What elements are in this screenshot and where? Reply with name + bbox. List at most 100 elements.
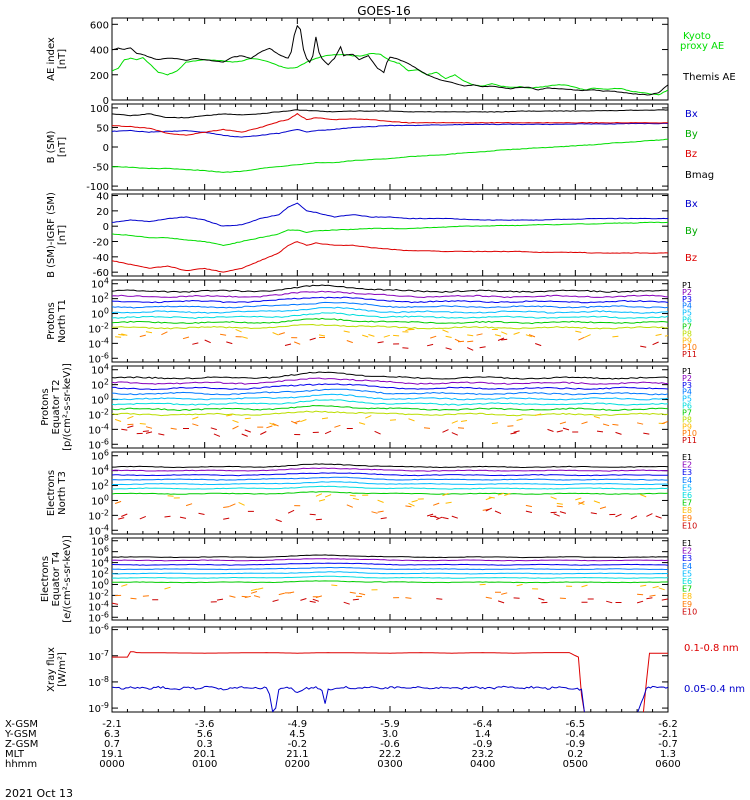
tick-base: 10	[91, 396, 104, 407]
tick-base: 10	[91, 280, 104, 291]
row-label: Y-GSM	[4, 729, 37, 740]
channel-line	[112, 296, 668, 304]
series-line	[112, 53, 668, 96]
y-axis-label: [nT]	[57, 49, 68, 69]
channel-line	[118, 507, 668, 523]
tick-base: 10	[91, 548, 104, 559]
y-tick-label: 0	[103, 222, 109, 233]
tick-exp: -9	[101, 701, 109, 710]
row-value: -2.1	[102, 719, 122, 730]
y-tick-label: 40	[96, 192, 109, 203]
tick-exp: -4	[101, 599, 109, 608]
legend-label: Bx	[685, 199, 698, 210]
series-line	[112, 241, 668, 273]
row-value: 1.4	[475, 729, 491, 740]
channel-line	[167, 492, 647, 507]
legend-label: By	[685, 226, 698, 237]
channel-label: P11	[682, 436, 697, 445]
y-tick-label: 102	[91, 479, 109, 493]
row-value: -2.1	[658, 729, 678, 740]
y-tick-label: 100	[91, 493, 109, 507]
y-axis-label: [W/m²]	[57, 652, 68, 687]
channel-line	[112, 476, 668, 481]
y-tick-label: 0	[103, 96, 109, 107]
y-axis-label: [nT]	[57, 225, 68, 245]
channel-line	[112, 463, 668, 469]
tick-exp: -6	[101, 351, 109, 360]
plot-title: GOES-16	[357, 4, 411, 18]
y-tick-label: 400	[90, 46, 109, 57]
channel-label: P5	[682, 309, 692, 318]
data-e_north	[112, 463, 668, 523]
channel-label: E10	[682, 521, 697, 530]
y-tick-label: 100	[91, 577, 109, 591]
series-line	[112, 138, 668, 173]
tick-base: 10	[91, 310, 104, 321]
y-tick-label: 20	[96, 207, 109, 218]
row-value: -0.2	[288, 739, 308, 750]
channel-label: E5	[682, 569, 692, 578]
row-value: -0.7	[658, 739, 678, 750]
tick-exp: -6	[101, 610, 109, 619]
tick-base: 10	[88, 602, 101, 613]
data-ae	[112, 24, 668, 96]
y-axis-label: North T1	[57, 299, 68, 343]
tick-exp: 0	[104, 307, 109, 316]
channel-line	[127, 420, 668, 430]
channel-label: E2	[682, 461, 692, 470]
tick-exp: 2	[104, 292, 109, 301]
tick-exp: 2	[104, 567, 109, 576]
channel-label: P10	[682, 429, 697, 438]
tick-exp: -4	[101, 523, 109, 532]
tick-base: 10	[91, 570, 104, 581]
y-tick-label: 104	[91, 277, 109, 291]
y-axis-label: B (SM)	[46, 130, 57, 163]
data-bsm	[112, 109, 668, 173]
channel-label: E8	[682, 506, 692, 515]
y-tick-label: 10-6	[88, 623, 109, 637]
y-tick-label: 10-2	[88, 407, 109, 421]
tick-exp: 2	[104, 378, 109, 387]
y-tick-label: -60	[93, 268, 109, 279]
channel-label: P7	[682, 408, 692, 417]
data-p_north	[112, 284, 668, 351]
channel-label: P3	[682, 381, 692, 390]
y-tick-label: 104	[91, 363, 109, 377]
y-tick-label: 600	[90, 20, 109, 31]
y-axis-label: B (SM)-IGRF (SM)	[46, 192, 57, 278]
series-line	[112, 651, 668, 712]
channel-label: P8	[682, 329, 692, 338]
tick-base: 10	[91, 537, 104, 548]
tick-base: 10	[88, 652, 101, 663]
tick-base: 10	[88, 613, 101, 624]
row-value: 19.1	[101, 749, 123, 760]
tick-base: 10	[88, 678, 101, 689]
row-value: -5.9	[380, 719, 400, 730]
y-tick-label: 106	[91, 545, 109, 559]
tick-exp: 0	[104, 577, 109, 586]
legend-label: Kyoto	[683, 31, 711, 42]
row-value: 20.1	[194, 749, 216, 760]
y-tick-label: 10-8	[88, 675, 109, 689]
row-value: -6.2	[658, 719, 678, 730]
channel-label: E4	[682, 476, 692, 485]
channel-label: P3	[682, 295, 692, 304]
channel-label: E8	[682, 592, 692, 601]
row-value: 3.0	[382, 729, 398, 740]
data-p_equator	[112, 371, 668, 437]
row-value: -0.6	[380, 739, 400, 750]
legend-label: Themis AE	[682, 72, 736, 83]
channel-label: P2	[682, 374, 692, 383]
row-label: Z-GSM	[5, 739, 38, 750]
y-tick-label: 10-2	[88, 321, 109, 335]
data-bigrf	[112, 202, 668, 273]
channel-label: P4	[682, 388, 692, 397]
legend-label: By	[685, 129, 698, 140]
channel-line	[121, 425, 650, 437]
channel-line	[112, 284, 668, 293]
row-value: 0100	[192, 759, 217, 770]
y-axis-label: Protons	[46, 302, 57, 339]
